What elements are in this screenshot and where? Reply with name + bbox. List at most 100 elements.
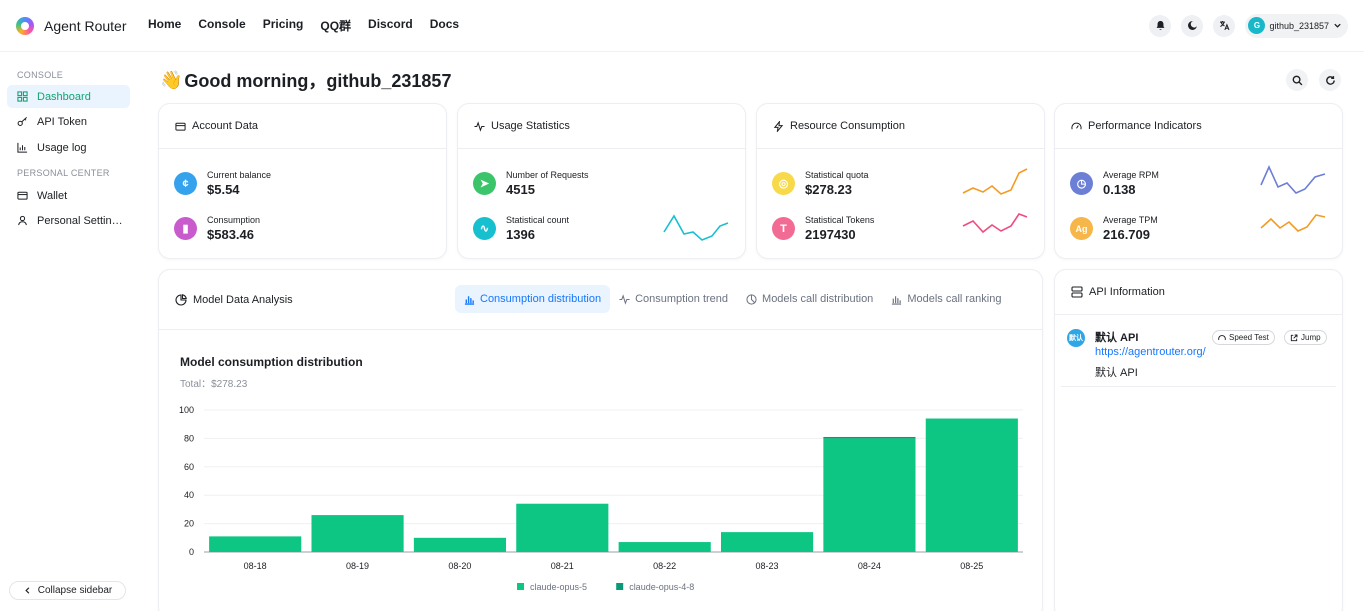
stat-label: Statistical count: [506, 215, 570, 225]
send-icon: ➤: [473, 172, 496, 195]
rpm-sparkline: [1260, 165, 1326, 194]
pie-chart-icon: [746, 293, 757, 305]
card-title: Resource Consumption: [790, 120, 905, 132]
pie-chart-icon: [175, 293, 187, 306]
analysis-tabs: Consumption distribution Consumption tre…: [455, 285, 1010, 313]
y-tick-label: 60: [184, 462, 194, 472]
stopwatch-icon: ◷: [1070, 172, 1093, 195]
card-title: Model Data Analysis: [193, 293, 293, 306]
sidebar-item-wallet[interactable]: Wallet: [7, 184, 130, 207]
tab-models-call-ranking[interactable]: Models call ranking: [882, 285, 1010, 313]
bell-icon: [1156, 21, 1165, 30]
stat-average-tpm: Ag Average TPM 216.709: [1070, 214, 1158, 243]
nav-pricing[interactable]: Pricing: [262, 17, 304, 31]
x-tick-label: 08-24: [858, 561, 881, 571]
bar: [413, 537, 507, 552]
model-data-analysis-card: Model Data Analysis Consumption distribu…: [158, 269, 1043, 611]
sidebar-item-dashboard[interactable]: Dashboard: [7, 85, 130, 108]
user-name: github_231857: [1269, 20, 1329, 31]
x-tick-label: 08-21: [551, 561, 574, 571]
tab-consumption-trend[interactable]: Consumption trend: [610, 285, 737, 313]
tab-label: Consumption trend: [635, 293, 729, 305]
legend-label: claude-opus-5: [530, 582, 587, 592]
stat-label: Statistical quota: [805, 170, 869, 180]
card-header: Usage Statistics: [458, 104, 745, 149]
y-tick-label: 40: [184, 490, 194, 500]
stat-value: $583.46: [207, 227, 254, 242]
y-tick-label: 0: [189, 547, 194, 557]
nav-qq-group[interactable]: QQ群: [320, 19, 352, 33]
nav-docs[interactable]: Docs: [429, 17, 460, 31]
stat-value: 2197430: [805, 227, 856, 242]
tab-consumption-distribution[interactable]: Consumption distribution: [455, 285, 611, 313]
resource-consumption-card: Resource Consumption ◎ Statistical quota…: [756, 103, 1045, 259]
tab-models-call-distribution[interactable]: Models call distribution: [737, 285, 882, 313]
theme-toggle-button[interactable]: [1181, 14, 1204, 37]
stat-label: Consumption: [207, 215, 261, 225]
bar-chart-icon: [17, 142, 28, 153]
sidebar-item-label: Dashboard: [37, 90, 91, 103]
sidebar-item-usage-log[interactable]: Usage log: [7, 136, 130, 159]
sidebar-item-label: Wallet: [37, 189, 68, 202]
language-button[interactable]: [1213, 14, 1236, 37]
user-icon: [18, 215, 27, 226]
pulse-icon: [619, 293, 630, 305]
chart-subtitle: Total：$278.23: [180, 379, 248, 390]
coin-icon: ¢: [174, 172, 197, 195]
y-tick-label: 20: [184, 519, 194, 529]
nav-discord[interactable]: Discord: [368, 17, 413, 31]
pulse-icon: ∿: [473, 217, 496, 240]
collapse-sidebar-label: Collapse sidebar: [37, 585, 113, 596]
brand[interactable]: Agent Router: [16, 16, 148, 35]
performance-indicators-card: Performance Indicators ◷ Average RPM 0.13…: [1054, 103, 1343, 259]
sidebar-section-personal: PERSONAL CENTER: [17, 168, 110, 178]
search-button[interactable]: [1286, 69, 1308, 91]
legend-swatch: [616, 583, 624, 590]
api-badge: 默认: [1067, 329, 1085, 347]
api-url-link[interactable]: https://agentrouter.org/: [1095, 346, 1206, 358]
wallet-icon: [175, 122, 186, 131]
wallet-icon: [17, 191, 28, 200]
chevron-left-icon: [25, 587, 30, 594]
notifications-button[interactable]: [1149, 14, 1172, 37]
usage-statistics-card: Usage Statistics ➤ Number of Requests 451…: [457, 103, 746, 259]
api-name: 默认 API: [1095, 332, 1139, 344]
sidebar: CONSOLE Dashboard API Token Usage log PE…: [0, 53, 137, 611]
sidebar-item-api-token[interactable]: API Token: [7, 110, 130, 133]
x-tick-label: 08-23: [756, 561, 779, 571]
sidebar-item-personal-settings[interactable]: Personal Settin…: [7, 209, 130, 232]
speed-test-button[interactable]: Speed Test: [1212, 330, 1275, 345]
brand-name: Agent Router: [44, 17, 127, 34]
text-icon: T: [772, 217, 795, 240]
speed-test-label: Speed Test: [1229, 333, 1269, 342]
y-tick-label: 80: [184, 433, 194, 443]
chart-icon: ▮: [174, 217, 197, 240]
bolt-icon: [773, 120, 784, 132]
sidebar-section-console: CONSOLE: [17, 70, 64, 80]
chevron-down-icon: [1334, 23, 1341, 28]
card-title: Account Data: [192, 120, 259, 132]
bar: [823, 438, 916, 552]
page-title: 👋 Good morning，github_231857: [160, 67, 451, 93]
bar: [618, 542, 711, 552]
nav-home[interactable]: Home: [148, 17, 182, 31]
y-tick-label: 100: [179, 405, 194, 415]
nav-console[interactable]: Console: [198, 17, 246, 31]
pulse-icon: [474, 120, 485, 132]
bar-chart-icon: [892, 295, 902, 305]
refresh-button[interactable]: [1319, 69, 1341, 91]
x-tick-label: 08-19: [346, 561, 369, 571]
stat-number-of-requests: ➤ Number of Requests 4515: [473, 169, 589, 198]
search-icon: [1292, 75, 1302, 85]
greeting-text: Good morning，github_231857: [184, 71, 452, 91]
text-icon: Ag: [1070, 217, 1093, 240]
stat-value: 1396: [506, 227, 535, 242]
card-title: API Information: [1089, 286, 1165, 298]
jump-button[interactable]: Jump: [1284, 330, 1327, 345]
card-title: Performance Indicators: [1088, 120, 1202, 132]
collapse-sidebar-button[interactable]: Collapse sidebar: [9, 581, 126, 600]
api-information-card: API Information 默认 默认 API https://agentr…: [1054, 269, 1343, 611]
user-menu[interactable]: G github_231857: [1245, 13, 1348, 38]
x-tick-label: 08-20: [448, 561, 471, 571]
stat-label: Average RPM: [1103, 170, 1159, 180]
